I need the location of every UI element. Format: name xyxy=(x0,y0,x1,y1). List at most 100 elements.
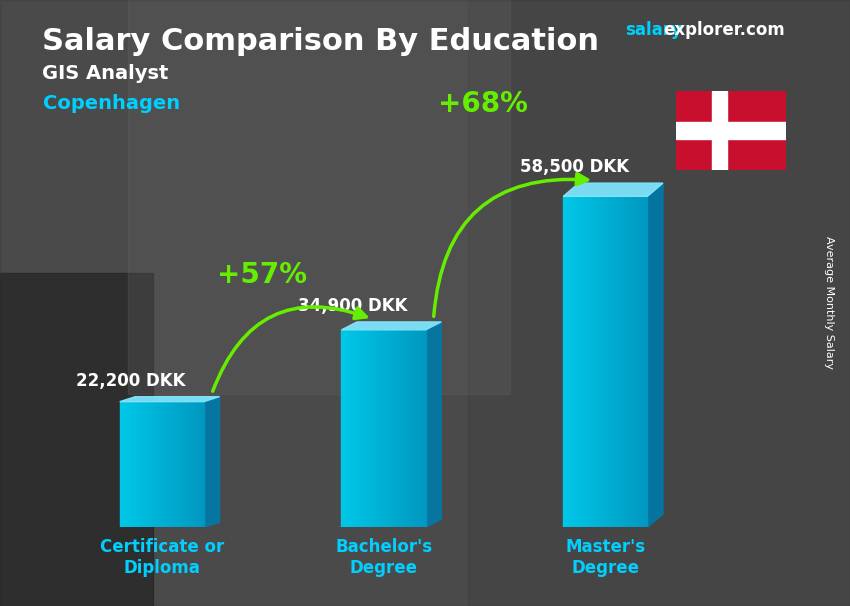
Bar xyxy=(389,330,391,527)
Bar xyxy=(575,196,577,527)
Bar xyxy=(400,330,402,527)
Bar xyxy=(423,330,424,527)
Bar xyxy=(616,196,618,527)
Bar xyxy=(135,402,137,527)
Bar xyxy=(138,402,139,527)
Bar xyxy=(193,402,194,527)
Bar xyxy=(399,330,400,527)
Bar xyxy=(601,196,603,527)
Bar xyxy=(609,196,611,527)
Bar xyxy=(184,402,186,527)
Bar xyxy=(372,330,374,527)
Text: Copenhagen: Copenhagen xyxy=(42,94,179,113)
Bar xyxy=(0,273,153,606)
Bar xyxy=(176,402,178,527)
Bar xyxy=(388,330,389,527)
Bar xyxy=(142,402,144,527)
Bar xyxy=(581,196,583,527)
Bar xyxy=(197,402,198,527)
Bar xyxy=(580,196,581,527)
Bar xyxy=(605,196,607,527)
Bar xyxy=(169,402,170,527)
Bar xyxy=(202,402,204,527)
Bar xyxy=(172,402,173,527)
Bar xyxy=(152,402,154,527)
Bar xyxy=(166,402,167,527)
Bar xyxy=(201,402,202,527)
Bar xyxy=(186,402,187,527)
Text: 22,200 DKK: 22,200 DKK xyxy=(76,372,185,390)
Bar xyxy=(377,330,378,527)
Bar xyxy=(586,196,587,527)
Bar xyxy=(600,196,601,527)
Polygon shape xyxy=(342,322,441,330)
Bar xyxy=(364,330,366,527)
Bar xyxy=(361,330,363,527)
Bar xyxy=(139,402,141,527)
Bar xyxy=(644,196,646,527)
Bar xyxy=(344,330,346,527)
Bar xyxy=(391,330,392,527)
Bar xyxy=(583,196,584,527)
Bar xyxy=(374,330,375,527)
Bar xyxy=(569,196,570,527)
Bar xyxy=(137,402,138,527)
Bar xyxy=(382,330,383,527)
Bar xyxy=(405,330,406,527)
Bar xyxy=(406,330,407,527)
Bar xyxy=(363,330,364,527)
Bar xyxy=(637,196,638,527)
Bar xyxy=(148,402,150,527)
Bar xyxy=(398,330,399,527)
Bar xyxy=(416,330,417,527)
Bar xyxy=(191,402,193,527)
Bar xyxy=(125,402,127,527)
Polygon shape xyxy=(204,397,219,527)
Bar xyxy=(180,402,182,527)
Polygon shape xyxy=(648,183,663,527)
Bar xyxy=(596,196,597,527)
Bar xyxy=(403,330,405,527)
Text: GIS Analyst: GIS Analyst xyxy=(42,64,169,82)
Bar xyxy=(379,330,381,527)
Bar xyxy=(612,196,614,527)
Bar xyxy=(366,330,368,527)
Bar xyxy=(417,330,419,527)
Bar xyxy=(133,402,135,527)
Bar xyxy=(622,196,624,527)
Bar xyxy=(353,330,354,527)
Bar xyxy=(598,196,600,527)
Text: Average Monthly Salary: Average Monthly Salary xyxy=(824,236,834,370)
Bar xyxy=(150,402,152,527)
Bar xyxy=(189,402,190,527)
Bar xyxy=(371,330,372,527)
Bar xyxy=(608,196,609,527)
Bar xyxy=(615,196,616,527)
Bar xyxy=(359,330,360,527)
Bar xyxy=(640,196,642,527)
Bar xyxy=(183,402,184,527)
Bar xyxy=(173,402,174,527)
Bar xyxy=(163,402,165,527)
Bar xyxy=(348,330,350,527)
Bar xyxy=(162,402,163,527)
Bar xyxy=(676,122,786,139)
Bar xyxy=(592,196,594,527)
Bar xyxy=(124,402,125,527)
Bar xyxy=(378,330,379,527)
Bar xyxy=(643,196,644,527)
Bar xyxy=(646,196,648,527)
Bar xyxy=(381,330,382,527)
Bar xyxy=(355,330,357,527)
Bar xyxy=(642,196,643,527)
Bar xyxy=(174,402,176,527)
Text: Salary Comparison By Education: Salary Comparison By Education xyxy=(42,27,599,56)
Bar xyxy=(587,196,588,527)
Polygon shape xyxy=(120,397,219,402)
Bar xyxy=(568,196,569,527)
Bar xyxy=(632,196,633,527)
Bar xyxy=(420,330,422,527)
Bar xyxy=(604,196,605,527)
Bar xyxy=(178,402,180,527)
Polygon shape xyxy=(426,322,441,527)
